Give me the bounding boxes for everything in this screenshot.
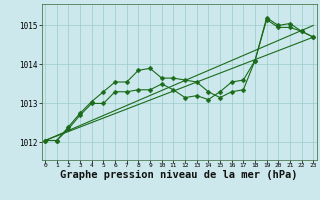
X-axis label: Graphe pression niveau de la mer (hPa): Graphe pression niveau de la mer (hPa) [60, 170, 298, 180]
